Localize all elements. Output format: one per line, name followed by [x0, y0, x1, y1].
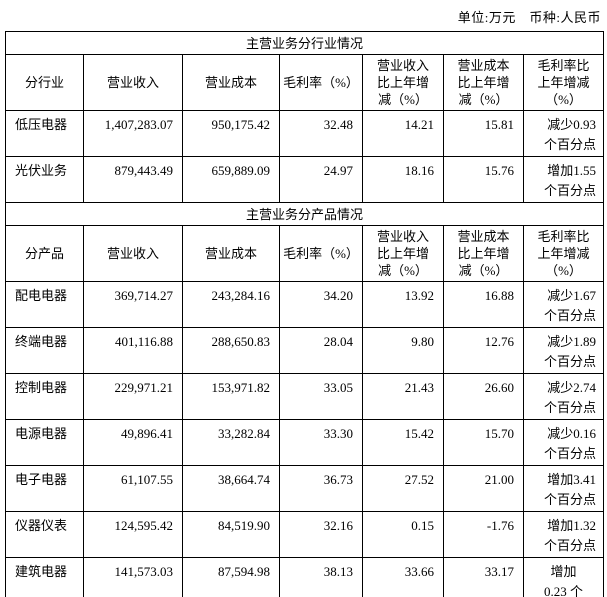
- revenue-cell: 1,407,283.07: [83, 110, 183, 157]
- margin-yoy-cell: 减少2.74 个百分点: [523, 373, 604, 420]
- col-header-product-revenue: 营业收入: [83, 225, 183, 282]
- segment-name-cell: 配电电器: [5, 281, 84, 328]
- margin-yoy-cell: 增加1.55 个百分点: [523, 156, 604, 203]
- segment-name-cell: 终端电器: [5, 327, 84, 374]
- margin-yoy-cell: 减少0.16 个百分点: [523, 419, 604, 466]
- industry-header-row: 分行业 营业收入 营业成本 毛利率（%） 营业收入 比上年增 减（%） 营业成本…: [5, 54, 604, 111]
- cost-cell: 243,284.16: [182, 281, 280, 328]
- industry-section-title-row: 主营业务分行业情况: [5, 31, 604, 55]
- table-row: 终端电器 401,116.88 288,650.83 28.04 9.80 12…: [5, 327, 604, 374]
- gross-margin-cell: 28.04: [279, 327, 363, 374]
- cost-yoy-cell: 15.70: [443, 419, 524, 466]
- table-row: 低压电器 1,407,283.07 950,175.42 32.48 14.21…: [5, 110, 604, 157]
- col-header-product-margin-yoy: 毛利率比 上年增减 （%）: [523, 225, 604, 282]
- revenue-cell: 124,595.42: [83, 511, 183, 558]
- margin-yoy-cell: 减少1.67 个百分点: [523, 281, 604, 328]
- cost-yoy-cell: -1.76: [443, 511, 524, 558]
- segment-name-cell: 建筑电器: [5, 557, 84, 597]
- gross-margin-cell: 24.97: [279, 156, 363, 203]
- col-header-product-revenue-yoy: 营业收入 比上年增 减（%）: [362, 225, 444, 282]
- col-header-industry-revenue: 营业收入: [83, 54, 183, 111]
- product-section-title-row: 主营业务分产品情况: [5, 202, 604, 226]
- cost-cell: 84,519.90: [182, 511, 280, 558]
- revenue-yoy-cell: 15.42: [362, 419, 444, 466]
- gross-margin-cell: 33.30: [279, 419, 363, 466]
- revenue-cell: 229,971.21: [83, 373, 183, 420]
- segment-name-cell: 仪器仪表: [5, 511, 84, 558]
- industry-section-title: 主营业务分行业情况: [5, 31, 604, 55]
- revenue-cell: 369,714.27: [83, 281, 183, 328]
- segment-name-cell: 控制电器: [5, 373, 84, 420]
- cost-yoy-cell: 12.76: [443, 327, 524, 374]
- cost-yoy-cell: 15.81: [443, 110, 524, 157]
- segment-name-cell: 电源电器: [5, 419, 84, 466]
- table-row: 光伏业务 879,443.49 659,889.09 24.97 18.16 1…: [5, 156, 604, 203]
- table-row: 仪器仪表 124,595.42 84,519.90 32.16 0.15 -1.…: [5, 511, 604, 558]
- revenue-yoy-cell: 18.16: [362, 156, 444, 203]
- revenue-yoy-cell: 14.21: [362, 110, 444, 157]
- cost-cell: 33,282.84: [182, 419, 280, 466]
- revenue-yoy-cell: 27.52: [362, 465, 444, 512]
- col-header-product-cost-yoy: 营业成本 比上年增 减（%）: [443, 225, 524, 282]
- gross-margin-cell: 36.73: [279, 465, 363, 512]
- main-business-table: 主营业务分行业情况 分行业 营业收入 营业成本 毛利率（%） 营业收入 比上年增…: [5, 31, 604, 597]
- revenue-cell: 49,896.41: [83, 419, 183, 466]
- col-header-industry-cost: 营业成本: [182, 54, 280, 111]
- col-header-industry-segment: 分行业: [5, 54, 84, 111]
- gross-margin-cell: 32.16: [279, 511, 363, 558]
- col-header-industry-revenue-yoy: 营业收入 比上年增 减（%）: [362, 54, 444, 111]
- revenue-cell: 141,573.03: [83, 557, 183, 597]
- cost-cell: 288,650.83: [182, 327, 280, 374]
- revenue-yoy-cell: 9.80: [362, 327, 444, 374]
- segment-name-cell: 低压电器: [5, 110, 84, 157]
- segment-name-cell: 电子电器: [5, 465, 84, 512]
- cost-yoy-cell: 16.88: [443, 281, 524, 328]
- cost-cell: 153,971.82: [182, 373, 280, 420]
- revenue-cell: 879,443.49: [83, 156, 183, 203]
- gross-margin-cell: 32.48: [279, 110, 363, 157]
- cost-yoy-cell: 15.76: [443, 156, 524, 203]
- cost-cell: 38,664.74: [182, 465, 280, 512]
- cost-yoy-cell: 33.17: [443, 557, 524, 597]
- cost-yoy-cell: 26.60: [443, 373, 524, 420]
- table-row: 建筑电器 141,573.03 87,594.98 38.13 33.66 33…: [5, 557, 604, 597]
- table-row: 电源电器 49,896.41 33,282.84 33.30 15.42 15.…: [5, 419, 604, 466]
- product-header-row: 分产品 营业收入 营业成本 毛利率（%） 营业收入 比上年增 减（%） 营业成本…: [5, 225, 604, 282]
- margin-yoy-cell: 增加3.41 个百分点: [523, 465, 604, 512]
- cost-cell: 950,175.42: [182, 110, 280, 157]
- margin-yoy-cell: 减少0.93 个百分点: [523, 110, 604, 157]
- col-header-industry-margin: 毛利率（%）: [279, 54, 363, 111]
- margin-yoy-cell: 减少1.89 个百分点: [523, 327, 604, 374]
- col-header-product-cost: 营业成本: [182, 225, 280, 282]
- revenue-yoy-cell: 33.66: [362, 557, 444, 597]
- col-header-industry-margin-yoy: 毛利率比 上年增减 （%）: [523, 54, 604, 111]
- revenue-yoy-cell: 0.15: [362, 511, 444, 558]
- revenue-yoy-cell: 21.43: [362, 373, 444, 420]
- product-section-title: 主营业务分产品情况: [5, 202, 604, 226]
- unit-currency-label: 单位:万元 币种:人民币: [457, 10, 601, 25]
- revenue-yoy-cell: 13.92: [362, 281, 444, 328]
- table-row: 电子电器 61,107.55 38,664.74 36.73 27.52 21.…: [5, 465, 604, 512]
- cost-cell: 659,889.09: [182, 156, 280, 203]
- col-header-product-margin: 毛利率（%）: [279, 225, 363, 282]
- cost-cell: 87,594.98: [182, 557, 280, 597]
- col-header-product-segment: 分产品: [5, 225, 84, 282]
- segment-name-cell: 光伏业务: [5, 156, 84, 203]
- revenue-cell: 401,116.88: [83, 327, 183, 374]
- cost-yoy-cell: 21.00: [443, 465, 524, 512]
- gross-margin-cell: 33.05: [279, 373, 363, 420]
- gross-margin-cell: 34.20: [279, 281, 363, 328]
- margin-yoy-cell: 增加 0.23 个 百分点: [523, 557, 604, 597]
- margin-yoy-cell: 增加1.32 个百分点: [523, 511, 604, 558]
- gross-margin-cell: 38.13: [279, 557, 363, 597]
- revenue-cell: 61,107.55: [83, 465, 183, 512]
- col-header-industry-cost-yoy: 营业成本 比上年增 减（%）: [443, 54, 524, 111]
- table-row: 配电电器 369,714.27 243,284.16 34.20 13.92 1…: [5, 281, 604, 328]
- table-row: 控制电器 229,971.21 153,971.82 33.05 21.43 2…: [5, 373, 604, 420]
